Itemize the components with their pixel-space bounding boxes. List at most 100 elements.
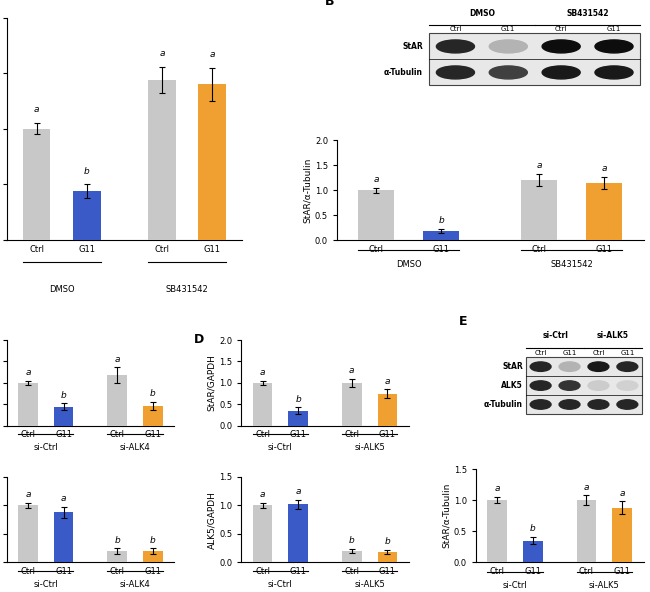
- Bar: [18, 506, 38, 562]
- Text: b: b: [150, 389, 155, 398]
- Text: E: E: [459, 315, 467, 328]
- Text: b: b: [84, 166, 90, 176]
- Text: DMSO: DMSO: [396, 260, 422, 269]
- Bar: [73, 191, 101, 240]
- Bar: [423, 231, 460, 240]
- Text: a: a: [385, 377, 390, 386]
- Ellipse shape: [436, 40, 474, 53]
- Text: Ctrl: Ctrl: [555, 26, 567, 32]
- Text: a: a: [61, 494, 66, 503]
- Ellipse shape: [542, 40, 580, 53]
- Ellipse shape: [617, 381, 638, 390]
- Text: si-Ctrl: si-Ctrl: [33, 580, 58, 588]
- Bar: [107, 375, 127, 426]
- Bar: [577, 500, 596, 562]
- Text: α-Tubulin: α-Tubulin: [384, 68, 423, 77]
- Bar: [358, 190, 394, 240]
- Ellipse shape: [559, 400, 580, 409]
- Bar: [143, 551, 162, 562]
- Bar: [342, 383, 361, 426]
- Bar: [289, 504, 308, 562]
- Text: a: a: [114, 355, 120, 364]
- Ellipse shape: [436, 66, 474, 79]
- Text: si-ALK5: si-ALK5: [354, 443, 385, 452]
- Y-axis label: ALK5/GAPDH: ALK5/GAPDH: [207, 491, 216, 549]
- Text: b: b: [60, 391, 66, 400]
- Text: SB431542: SB431542: [566, 9, 609, 18]
- Bar: [198, 85, 226, 240]
- Text: b: b: [150, 536, 155, 545]
- Text: G11: G11: [501, 26, 515, 32]
- Bar: [521, 180, 557, 240]
- Text: b: b: [349, 536, 355, 545]
- Text: α-Tubulin: α-Tubulin: [484, 400, 523, 409]
- Ellipse shape: [559, 381, 580, 390]
- Text: a: a: [349, 366, 354, 375]
- Bar: [23, 129, 51, 240]
- Y-axis label: StAR/α-Tubulin: StAR/α-Tubulin: [442, 483, 451, 548]
- Text: si-Ctrl: si-Ctrl: [502, 581, 528, 590]
- Text: G11: G11: [620, 350, 634, 356]
- Ellipse shape: [530, 381, 551, 390]
- Ellipse shape: [559, 362, 580, 371]
- Bar: [143, 406, 162, 426]
- Text: si-Ctrl: si-Ctrl: [268, 580, 293, 588]
- Text: si-Ctrl: si-Ctrl: [268, 443, 293, 452]
- Bar: [378, 394, 397, 426]
- Text: a: a: [34, 105, 40, 114]
- Text: DMSO: DMSO: [49, 285, 75, 294]
- Bar: [342, 551, 361, 562]
- Text: StAR: StAR: [402, 42, 423, 51]
- Bar: [253, 383, 272, 426]
- Text: ALK5: ALK5: [501, 381, 523, 390]
- Text: si-ALK5: si-ALK5: [597, 331, 629, 340]
- Text: si-ALK4: si-ALK4: [120, 580, 150, 588]
- Text: a: a: [619, 489, 625, 498]
- Text: SB431542: SB431542: [166, 285, 209, 294]
- Text: b: b: [530, 524, 536, 533]
- Text: a: a: [25, 490, 31, 499]
- Text: b: b: [385, 538, 390, 546]
- Bar: [54, 407, 73, 426]
- Text: SB431542: SB431542: [551, 260, 593, 269]
- Text: si-ALK5: si-ALK5: [354, 580, 385, 588]
- Text: a: a: [374, 175, 379, 184]
- Ellipse shape: [595, 40, 633, 53]
- Text: si-ALK5: si-ALK5: [589, 581, 619, 590]
- Ellipse shape: [617, 362, 638, 371]
- Text: si-ALK4: si-ALK4: [120, 443, 150, 452]
- Ellipse shape: [617, 400, 638, 409]
- Text: StAR: StAR: [502, 362, 523, 371]
- Ellipse shape: [588, 381, 609, 390]
- Text: a: a: [296, 487, 301, 496]
- Ellipse shape: [530, 362, 551, 371]
- Text: si-Ctrl: si-Ctrl: [33, 443, 58, 452]
- Text: a: a: [584, 482, 589, 491]
- Ellipse shape: [595, 66, 633, 79]
- Bar: [488, 500, 507, 562]
- Ellipse shape: [489, 66, 527, 79]
- Bar: [586, 183, 622, 240]
- Text: b: b: [295, 395, 301, 404]
- Bar: [378, 552, 397, 562]
- Text: D: D: [194, 333, 205, 346]
- Text: DMSO: DMSO: [469, 9, 495, 18]
- Text: a: a: [159, 49, 164, 58]
- Text: a: a: [602, 164, 607, 173]
- Text: B: B: [325, 0, 334, 8]
- Ellipse shape: [530, 400, 551, 409]
- Bar: [18, 383, 38, 426]
- Bar: [523, 540, 543, 562]
- Bar: [253, 506, 272, 562]
- Ellipse shape: [542, 66, 580, 79]
- Bar: [612, 508, 632, 562]
- Text: Ctrl: Ctrl: [592, 350, 604, 356]
- Text: si-Ctrl: si-Ctrl: [542, 331, 568, 340]
- Text: G11: G11: [607, 26, 621, 32]
- Text: a: a: [260, 490, 265, 499]
- Bar: [148, 80, 176, 240]
- Ellipse shape: [489, 40, 527, 53]
- Text: a: a: [260, 368, 265, 377]
- Y-axis label: StAR/α-Tubulin: StAR/α-Tubulin: [303, 157, 312, 223]
- Bar: [54, 512, 73, 562]
